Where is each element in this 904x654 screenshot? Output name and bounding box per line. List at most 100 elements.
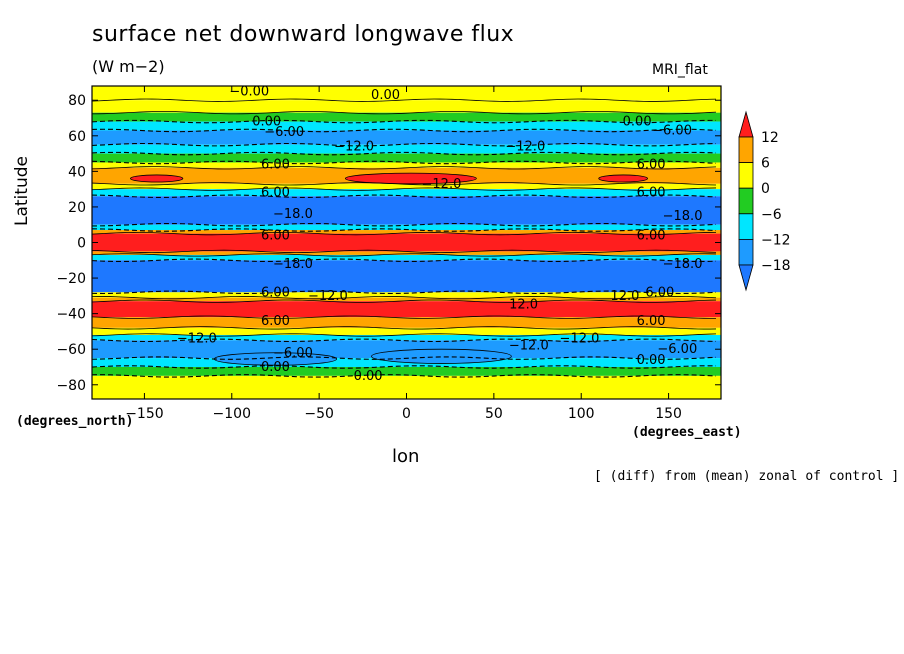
y-tick-label: 60 xyxy=(68,129,86,145)
contour-line xyxy=(91,338,717,343)
contour-label: 6.00 xyxy=(261,314,290,329)
y-tick-label: 80 xyxy=(68,93,86,109)
y-tick-label: −60 xyxy=(56,342,86,358)
contour-label: −12.0 xyxy=(422,177,462,192)
zonal-band xyxy=(92,183,721,190)
y-axis-units: (degrees_north) xyxy=(16,414,134,429)
colorbar-label: −12 xyxy=(761,232,791,248)
zonal-band xyxy=(92,224,721,231)
contour-label: 0.00 xyxy=(623,115,652,130)
colorbar-segment xyxy=(738,213,754,240)
x-tick-label: 50 xyxy=(485,406,503,422)
zonal-band xyxy=(92,251,721,255)
contour-label: −6.00 xyxy=(652,123,692,138)
contour-line xyxy=(91,333,717,337)
contour-line xyxy=(91,232,717,236)
contour-label: 6.00 xyxy=(261,285,290,300)
contour-label: 0.00 xyxy=(261,360,290,375)
contour-line xyxy=(91,228,717,232)
contour-label: −6.00 xyxy=(264,125,304,140)
contour-line xyxy=(91,182,717,186)
zonal-band xyxy=(92,144,721,154)
contour-label: 6.00 xyxy=(637,186,666,201)
comparison-note: [ (diff) from (mean) zonal of control ] xyxy=(594,469,900,484)
zonal-band xyxy=(92,230,721,234)
zonal-band xyxy=(92,260,721,293)
colorbar-segment xyxy=(738,110,754,138)
contour-label: −12.0 xyxy=(177,332,217,347)
zonal-band xyxy=(92,112,721,122)
x-axis-units: (degrees_east) xyxy=(632,425,742,440)
x-tick-label: 0 xyxy=(402,406,411,422)
contour-label: 6.00 xyxy=(261,157,290,172)
contour-label: 6.00 xyxy=(261,186,290,201)
zonal-band xyxy=(92,366,721,376)
zonal-band xyxy=(92,317,721,328)
y-tick-label: 20 xyxy=(68,200,86,216)
x-tick-label: −150 xyxy=(125,406,163,422)
contour-label: 6.00 xyxy=(645,285,674,300)
colorbar-segment xyxy=(738,264,754,292)
zonal-band xyxy=(92,301,721,318)
contour-line xyxy=(91,98,717,102)
colorbar-segment xyxy=(738,136,754,164)
x-tick-label: 150 xyxy=(655,406,682,422)
colorbar-segment xyxy=(738,238,754,266)
zonal-band xyxy=(92,162,721,168)
contour-lines xyxy=(91,98,717,378)
plot-area xyxy=(92,86,721,399)
contour-line xyxy=(91,258,717,263)
contour-label: 0.00 xyxy=(637,353,666,368)
contour-label: −12.0 xyxy=(560,332,600,347)
zonal-band xyxy=(92,196,721,225)
zonal-band xyxy=(92,100,721,113)
contour-label: 6.00 xyxy=(637,157,666,172)
contour-label: −12.0 xyxy=(334,139,374,154)
x-tick-label: 100 xyxy=(568,406,595,422)
x-axis-label: lon xyxy=(392,446,420,467)
y-tick-label: 0 xyxy=(77,236,86,252)
contour-label: 6.00 xyxy=(637,314,666,329)
zonal-band xyxy=(92,297,721,302)
contour-label: 12.0 xyxy=(610,289,639,304)
contour-line xyxy=(91,111,717,115)
anomaly-patch xyxy=(344,172,477,185)
zonal-band xyxy=(92,292,721,298)
zonal-band xyxy=(92,327,721,335)
zonal-band xyxy=(92,130,721,145)
anomaly-patch xyxy=(130,174,184,183)
axes: −150 −100 −50 0 50 100 150 80 60 40 20 0 −20 −40 −60 −8… xyxy=(56,86,721,422)
zonal-band xyxy=(92,334,721,341)
anomaly-patch xyxy=(371,348,512,364)
contour-line xyxy=(91,119,717,124)
chart-units: (W m−2) xyxy=(92,57,165,76)
zonal-band xyxy=(92,153,721,163)
contour-label: −6.00 xyxy=(657,342,697,357)
x-tick-label: −50 xyxy=(304,406,334,422)
contour-label: −18.0 xyxy=(663,209,703,224)
chart-title: surface net downward longwave flux xyxy=(92,22,515,47)
colorbar-segment xyxy=(738,162,754,189)
contour-label: −12.0 xyxy=(509,339,549,354)
contour-label: −18.0 xyxy=(273,207,313,222)
contour-label: 0.00 xyxy=(371,88,400,103)
contour-line xyxy=(91,290,717,295)
contour-line xyxy=(91,296,717,300)
contour-line xyxy=(91,326,717,330)
zonal-band xyxy=(92,254,721,261)
contour-line xyxy=(91,160,717,165)
x-tick-label: −100 xyxy=(213,406,251,422)
contour-line xyxy=(91,365,717,369)
contour-label: −18.0 xyxy=(663,257,703,272)
contour-line xyxy=(91,166,717,170)
contour-line xyxy=(91,151,717,156)
contour-label: 6.00 xyxy=(261,228,290,243)
colorbar: 12 6 0 −6 −12 −18 xyxy=(738,110,791,292)
contour-line xyxy=(91,249,717,253)
contour-line xyxy=(91,142,717,147)
anomaly-patch xyxy=(598,174,649,183)
contour-label: −12.0 xyxy=(505,139,545,154)
model-name: MRI_flat xyxy=(652,62,708,78)
contour-line xyxy=(91,356,717,360)
